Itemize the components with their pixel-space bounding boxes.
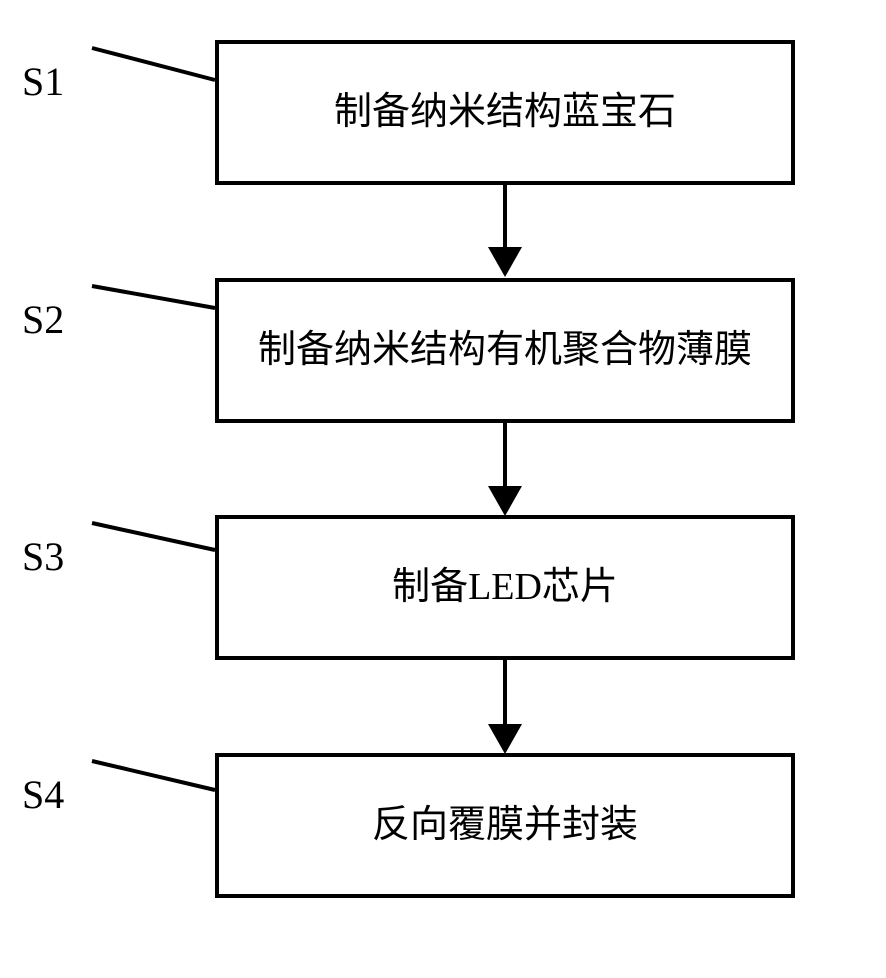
flow-node-s2: 制备纳米结构有机聚合物薄膜 (215, 278, 795, 423)
flow-arrow-line-1 (503, 185, 507, 247)
step-label-s2: S2 (22, 296, 82, 343)
flow-arrow-line-3 (503, 660, 507, 724)
flow-node-text: 制备纳米结构蓝宝石 (334, 90, 676, 136)
step-label-s3: S3 (22, 533, 82, 580)
flow-node-text: 反向覆膜并封装 (372, 803, 638, 849)
flow-node-s3: 制备LED芯片 (215, 515, 795, 660)
label-line-s1 (92, 48, 217, 82)
label-line-s3 (92, 523, 217, 552)
flow-arrow-head-2 (488, 486, 522, 516)
flow-arrow-line-2 (503, 422, 507, 486)
flow-node-s1: 制备纳米结构蓝宝石 (215, 40, 795, 185)
flow-arrow-head-3 (488, 724, 522, 754)
flow-node-text: 制备LED芯片 (392, 565, 618, 611)
step-label-s1: S1 (22, 58, 82, 105)
flow-arrow-head-1 (488, 247, 522, 277)
label-line-s4 (92, 761, 217, 792)
step-label-s4: S4 (22, 771, 82, 818)
label-line-s2 (92, 286, 217, 310)
flow-node-text: 制备纳米结构有机聚合物薄膜 (258, 328, 752, 374)
flowchart-canvas: S1 S2 S3 S4 制备纳米结构蓝宝石 制备纳米结构有机聚合物薄膜 制备LE… (0, 0, 886, 978)
flow-node-s4: 反向覆膜并封装 (215, 753, 795, 898)
